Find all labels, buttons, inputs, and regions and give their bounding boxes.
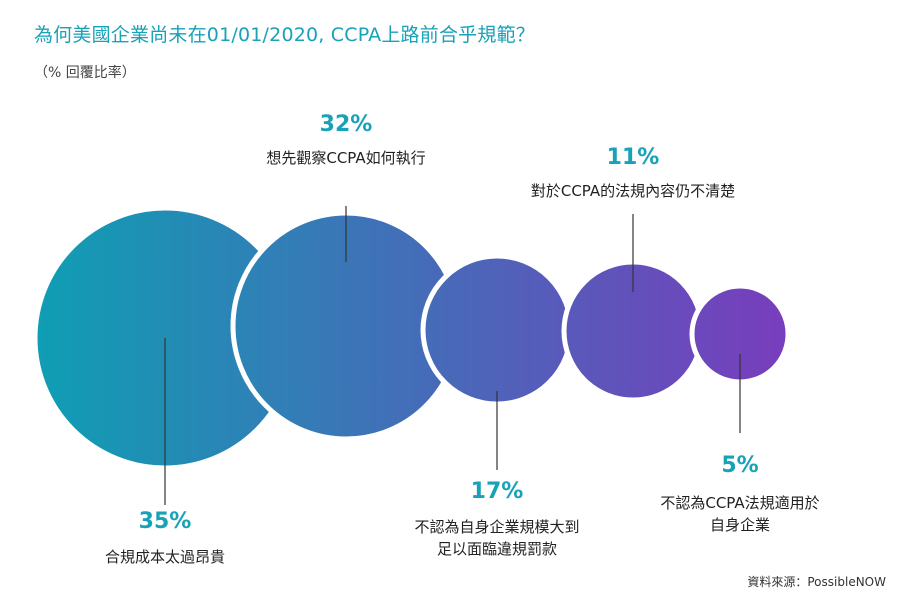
category-label: 不認為自身企業規模大到 xyxy=(414,518,579,536)
category-label: 足以面臨違規罰款 xyxy=(437,540,557,558)
category-label: 合規成本太過昂貴 xyxy=(105,548,225,566)
category-label: 自身企業 xyxy=(710,516,770,534)
value-label: 35% xyxy=(139,509,192,534)
category-label: 不認為CCPA法規適用於 xyxy=(660,494,819,512)
value-label: 5% xyxy=(721,453,758,478)
source-note: 資料來源：PossibleNOW xyxy=(747,575,886,589)
chart-title: 為何美國企業尚未在01/01/2020, CCPA上路前合乎規範？ xyxy=(34,24,535,46)
chart-subtitle: （% 回覆比率） xyxy=(34,65,136,81)
category-label: 想先觀察CCPA如何執行 xyxy=(266,149,425,167)
bubble-17 xyxy=(420,253,574,407)
value-label: 11% xyxy=(607,145,660,170)
category-label: 對於CCPA的法規內容仍不清楚 xyxy=(531,182,735,200)
value-label: 32% xyxy=(320,112,373,137)
value-label: 17% xyxy=(471,479,524,504)
